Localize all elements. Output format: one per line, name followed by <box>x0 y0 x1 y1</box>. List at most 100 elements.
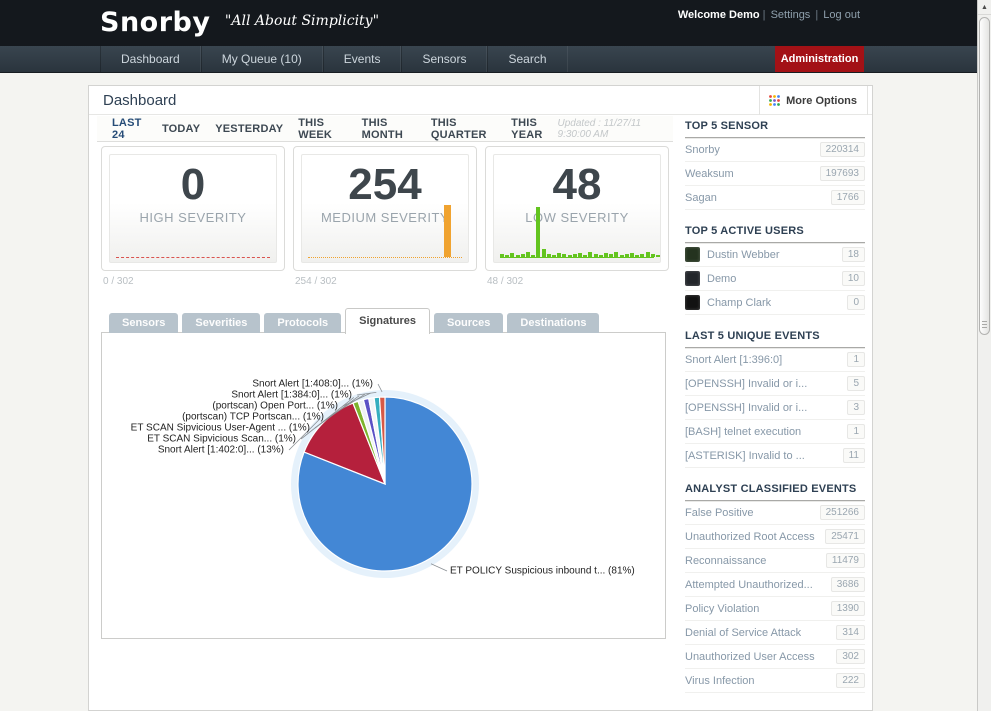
sidebar-row-reconnaissance[interactable]: Reconnaissance 11479 <box>685 549 865 573</box>
sidebar-row-denial-of-service-attack[interactable]: Denial of Service Attack 314 <box>685 621 865 645</box>
pie-slice[interactable] <box>378 396 386 485</box>
time-tab-today[interactable]: TODAY <box>161 122 201 135</box>
sparkline-bar <box>520 254 525 257</box>
sidebar-row-label: [ASTERISK] Invalid to ... <box>685 449 805 462</box>
sidebar-row-snort-alert-1-396-0[interactable]: Snort Alert [1:396:0] 1 <box>685 348 865 372</box>
sparkline-bar <box>598 255 603 257</box>
sparkline-bar <box>562 254 567 257</box>
sidebar-row-label: Champ Clark <box>707 296 772 309</box>
chart-tab-severities[interactable]: Severities <box>182 313 261 333</box>
nav-item-my-queue-10[interactable]: My Queue (10) <box>200 46 323 72</box>
time-tab-this-week[interactable]: THIS WEEK <box>298 116 333 141</box>
nav-item-search[interactable]: Search <box>487 46 568 72</box>
sidebar-row-label: Attempted Unauthorized... <box>685 578 813 591</box>
sparkline-bar <box>635 255 640 257</box>
sidebar-row-false-positive[interactable]: False Positive 251266 <box>685 501 865 525</box>
sidebar-row-unauthorized-user-access[interactable]: Unauthorized User Access 302 <box>685 645 865 669</box>
count-badge: 0 <box>847 295 865 310</box>
sidebar-row-attempted-unauthorized[interactable]: Attempted Unauthorized... 3686 <box>685 573 865 597</box>
dashboard-panel: Dashboard More Options LAST 24 TODAY YESTE… <box>88 85 873 711</box>
sparkline-bar <box>583 255 588 257</box>
pie-chart[interactable] <box>102 333 667 640</box>
pie-slice-label: (portscan) Open Port... (1%) <box>212 400 338 412</box>
sparkline-bar <box>526 252 530 257</box>
sparkline-bar <box>588 252 593 257</box>
more-options-label: More Options <box>786 94 857 107</box>
pie-leader-line <box>377 383 383 393</box>
sidebar-row-bash-telnet-execution[interactable]: [BASH] telnet execution 1 <box>685 420 865 444</box>
sidebar-row-label: False Positive <box>685 506 754 519</box>
panel-header: Dashboard More Options <box>89 86 872 115</box>
time-tab-yesterday[interactable]: YESTERDAY <box>215 122 284 135</box>
sidebar-row-sagan[interactable]: Sagan 1766 <box>685 186 865 210</box>
time-tab-this-year[interactable]: THIS YEAR <box>511 116 543 141</box>
scroll-up-button[interactable]: ▲ <box>978 0 991 15</box>
sidebar-section-top-5-sensor: TOP 5 SENSOR Snorby 220314 Weaksum 19769… <box>685 120 865 210</box>
divider: | <box>762 9 766 21</box>
sidebar-row-policy-violation[interactable]: Policy Violation 1390 <box>685 597 865 621</box>
sidebar-section-title: LAST 5 UNIQUE EVENTS <box>685 330 865 348</box>
count-badge: 1 <box>847 424 865 439</box>
time-range-tabs: LAST 24 TODAY YESTERDAY THIS WEEK THIS MONTH… <box>97 116 673 142</box>
sidebar-section-title: TOP 5 ACTIVE USERS <box>685 225 865 243</box>
sparkline-baseline <box>500 257 654 258</box>
sidebar-row-label: Policy Violation <box>685 602 760 615</box>
scrollbar[interactable]: ▲ <box>977 0 991 711</box>
sparkline-bar <box>510 253 515 257</box>
sparkline-bar <box>578 253 582 257</box>
pie-leader-line <box>288 418 321 451</box>
sidebar-row-openssh-invalid-or-i[interactable]: [OPENSSH] Invalid or i... 5 <box>685 372 865 396</box>
sparkline-bar <box>645 252 650 257</box>
logout-link[interactable]: Log out <box>823 9 860 21</box>
sidebar-row-snorby[interactable]: Snorby 220314 <box>685 138 865 162</box>
more-options-button[interactable]: More Options <box>759 86 868 115</box>
user-avatar <box>685 295 700 310</box>
pie-slice-label: ET SCAN Sipvicious Scan... (1%) <box>147 433 296 445</box>
sidebar-section-title: TOP 5 SENSOR <box>685 120 865 138</box>
count-badge: 314 <box>836 625 865 640</box>
user-avatar <box>685 271 700 286</box>
time-tab-this-quarter[interactable]: THIS QUARTER <box>430 116 487 141</box>
main-nav: Dashboard My Queue (10) Events Sensors Searc… <box>0 46 977 73</box>
page-title: Dashboard <box>103 92 177 109</box>
nav-item-dashboard[interactable]: Dashboard <box>100 46 201 72</box>
sidebar-row-weaksum[interactable]: Weaksum 197693 <box>685 162 865 186</box>
nav-item-sensors[interactable]: Sensors <box>401 46 488 72</box>
sidebar-row-label: [OPENSSH] Invalid or i... <box>685 401 808 414</box>
sidebar-row-label: Weaksum <box>685 167 734 180</box>
pie-leader-line <box>300 397 355 440</box>
sidebar-row-dustin-webber[interactable]: Dustin Webber 18 <box>685 243 865 267</box>
sidebar-row-virus-infection[interactable]: Virus Infection 222 <box>685 669 865 693</box>
settings-link[interactable]: Settings <box>770 9 811 21</box>
sparkline-bar <box>552 255 556 257</box>
pie-slice[interactable] <box>303 402 387 486</box>
sidebar-row-champ-clark[interactable]: Champ Clark 0 <box>685 291 865 315</box>
chart-tab-sensors[interactable]: Sensors <box>109 313 179 333</box>
sparkline-bar <box>557 253 562 257</box>
chart-tab-destinations[interactable]: Destinations <box>507 313 600 333</box>
sparkline-baseline <box>116 257 270 258</box>
metric-card-medium-severity: 254 MEDIUM SEVERITY 254 / 302 <box>293 146 477 287</box>
nav-item-events[interactable]: Events <box>322 46 402 72</box>
count-badge: 1 <box>847 352 865 367</box>
metric-card-inner: 254 MEDIUM SEVERITY <box>301 154 469 263</box>
sidebar-row-asterisk-invalid-to[interactable]: [ASTERISK] Invalid to ... 11 <box>685 444 865 468</box>
time-tab-last-24[interactable]: LAST 24 <box>112 116 142 141</box>
chart-tab-sources[interactable]: Sources <box>434 313 504 333</box>
scrollbar-thumb[interactable] <box>979 17 990 335</box>
nav-item-administration[interactable]: Administration <box>775 46 864 72</box>
count-badge: 1390 <box>830 601 865 616</box>
metric-value: 0 <box>180 160 206 209</box>
chart-tab-protocols[interactable]: Protocols <box>264 313 342 333</box>
updated-timestamp: Updated : 11/27/11 9:30:00 AM <box>557 117 642 140</box>
chart-tab-signatures[interactable]: Signatures <box>345 308 430 334</box>
count-badge: 25471 <box>825 529 865 544</box>
chart-tabs: Sensors Severities Protocols Signatures Sour… <box>101 307 603 334</box>
time-tab-this-month[interactable]: THIS MONTH <box>361 116 403 141</box>
divider: | <box>815 9 819 21</box>
metric-label: LOW SEVERITY <box>525 210 629 225</box>
sparkline-bar <box>619 255 624 257</box>
sidebar-row-unauthorized-root-access[interactable]: Unauthorized Root Access 25471 <box>685 525 865 549</box>
sidebar-row-openssh-invalid-or-i[interactable]: [OPENSSH] Invalid or i... 3 <box>685 396 865 420</box>
sidebar-row-demo[interactable]: Demo 10 <box>685 267 865 291</box>
